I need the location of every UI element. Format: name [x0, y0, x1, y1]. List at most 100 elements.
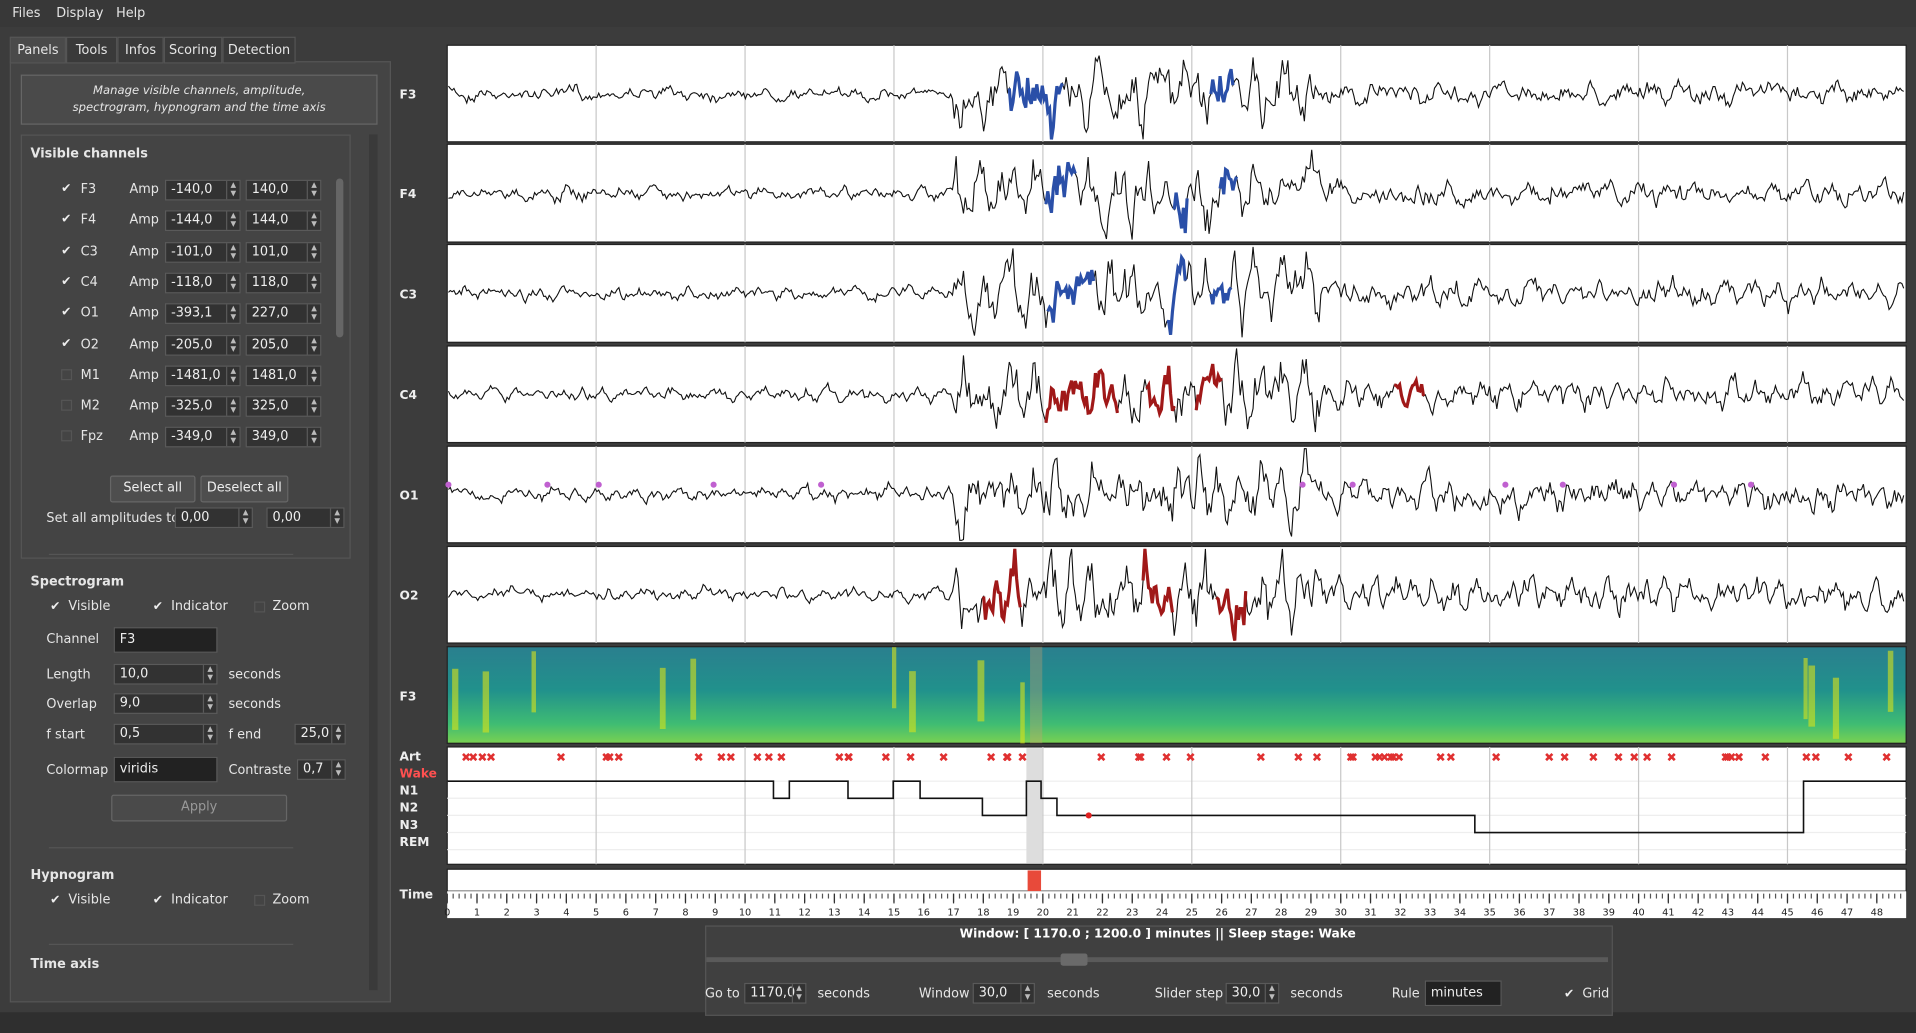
tab[interactable]: Panels: [9, 36, 66, 64]
amp-max[interactable]: 140,0 ▲ ▼: [245, 179, 322, 201]
colormap-select[interactable]: viridis: [113, 756, 218, 783]
checkbox[interactable]: [61, 399, 73, 411]
spin-arrows[interactable]: ▲ ▼: [306, 366, 320, 385]
menu-item[interactable]: Help: [116, 6, 146, 21]
slider-track[interactable]: [706, 957, 1609, 963]
spin-arrows[interactable]: ▲ ▼: [306, 242, 320, 262]
checkbox[interactable]: ✔: [1564, 987, 1575, 1002]
spin-arrows[interactable]: ▲ ▼: [226, 397, 239, 416]
spin-arrows[interactable]: ▲ ▼: [226, 242, 239, 262]
event-dot: [1670, 481, 1678, 488]
checkbox[interactable]: [254, 601, 266, 613]
spin-arrows[interactable]: ▲ ▼: [226, 304, 239, 323]
amp-min[interactable]: -1481,0 ▲ ▼: [164, 365, 241, 387]
artifact-marker: ✖: [764, 751, 774, 765]
goto-input[interactable]: 1170,0 ▲ ▼: [744, 982, 807, 1004]
spin-arrows[interactable]: ▲ ▼: [202, 694, 216, 713]
amp-max[interactable]: 101,0 ▲ ▼: [245, 241, 322, 263]
amp-max[interactable]: 349,0 ▲ ▼: [245, 427, 322, 448]
spin-arrows[interactable]: ▲ ▼: [1020, 984, 1033, 1003]
artifact-marker: ✖: [1666, 751, 1676, 765]
checkbox[interactable]: ✔: [61, 213, 72, 227]
eeg-trace: [447, 55, 1904, 140]
tab[interactable]: Detection: [222, 36, 296, 64]
tab[interactable]: Scoring: [163, 36, 223, 64]
amp-min[interactable]: -393,1 ▲ ▼: [164, 303, 241, 325]
spin-arrows[interactable]: ▲ ▼: [226, 273, 239, 293]
channel-select[interactable]: F3: [113, 627, 218, 653]
checkbox[interactable]: ✔: [152, 893, 163, 908]
spin-arrows[interactable]: ▲ ▼: [238, 508, 251, 527]
tab[interactable]: Tools: [65, 36, 118, 64]
window-input[interactable]: 30,0 ▲ ▼: [972, 982, 1035, 1004]
amp-max[interactable]: 118,0 ▲ ▼: [245, 272, 322, 294]
artifact-marker: ✖: [1136, 751, 1146, 765]
spin-arrows[interactable]: ▲ ▼: [329, 508, 343, 527]
check-label: Grid: [1582, 986, 1610, 1002]
spin-arrows[interactable]: ▲ ▼: [331, 724, 344, 744]
spin-arrows[interactable]: ▲ ▼: [306, 397, 320, 416]
event-highlight: [1172, 192, 1189, 234]
spin-arrows[interactable]: ▲ ▼: [306, 335, 320, 354]
spin-arrows[interactable]: ▲ ▼: [202, 724, 216, 744]
spin-arrows[interactable]: ▲ ▼: [306, 180, 320, 200]
label: Contraste: [228, 762, 292, 778]
checkbox[interactable]: ✔: [61, 336, 72, 351]
spin-arrows[interactable]: ▲ ▼: [226, 428, 239, 447]
artifact-marker: ✖: [844, 751, 854, 765]
fstart-input[interactable]: 0,5 ▲ ▼: [113, 723, 218, 745]
slider-handle[interactable]: [1060, 953, 1088, 966]
amp-max[interactable]: 205,0 ▲ ▼: [245, 334, 322, 356]
spin-arrows[interactable]: ▲ ▼: [306, 211, 320, 231]
step-input[interactable]: 30,0 ▲ ▼: [1225, 982, 1280, 1004]
spin-arrows[interactable]: ▲ ▼: [226, 366, 239, 385]
overlap-input[interactable]: 9,0 ▲ ▼: [113, 693, 218, 714]
spin-arrows[interactable]: ▲ ▼: [791, 984, 805, 1003]
tab[interactable]: Infos: [117, 36, 164, 64]
checkbox[interactable]: ✔: [152, 600, 163, 614]
spin-arrows[interactable]: ▲ ▼: [1264, 984, 1278, 1003]
set-all-max[interactable]: 0,00 ▲ ▼: [266, 507, 345, 529]
checkbox[interactable]: ✔: [50, 893, 61, 908]
amp-min[interactable]: -144,0 ▲ ▼: [164, 210, 241, 232]
length-input[interactable]: 10,0 ▲ ▼: [113, 663, 218, 685]
rule-select[interactable]: minutes: [1424, 980, 1502, 1007]
checkbox[interactable]: [254, 894, 266, 906]
fend-input[interactable]: 25,0 ▲ ▼: [294, 723, 346, 745]
checkbox[interactable]: [61, 430, 73, 442]
spin-arrows[interactable]: ▲ ▼: [226, 211, 239, 231]
spin-arrows[interactable]: ▲ ▼: [202, 665, 216, 684]
separator: [48, 943, 294, 945]
x-tick-label: 39: [1603, 908, 1615, 919]
amp-min[interactable]: -101,0 ▲ ▼: [164, 241, 241, 263]
spin-arrows[interactable]: ▲ ▼: [331, 760, 344, 779]
menu-item[interactable]: Display: [56, 6, 104, 21]
amp-max[interactable]: 144,0 ▲ ▼: [245, 210, 322, 232]
amp-min[interactable]: -325,0 ▲ ▼: [164, 396, 241, 417]
spin-arrows[interactable]: ▲ ▼: [226, 180, 239, 200]
checkbox[interactable]: ✔: [61, 182, 72, 196]
contrast-input[interactable]: 0,7 ▲ ▼: [296, 759, 346, 780]
amp-min[interactable]: -118,0 ▲ ▼: [164, 272, 241, 294]
apply-button[interactable]: Apply: [111, 794, 288, 822]
checkbox[interactable]: ✔: [61, 244, 72, 258]
select-all-button[interactable]: Select all: [109, 475, 196, 503]
spin-arrows[interactable]: ▲ ▼: [306, 304, 320, 323]
checkbox[interactable]: [61, 368, 73, 380]
amp-min[interactable]: -349,0 ▲ ▼: [164, 427, 241, 448]
amp-max[interactable]: 227,0 ▲ ▼: [245, 303, 322, 325]
amp-max[interactable]: 325,0 ▲ ▼: [245, 396, 322, 417]
amp-min[interactable]: -205,0 ▲ ▼: [164, 334, 241, 356]
checkbox[interactable]: ✔: [61, 305, 72, 320]
checkbox[interactable]: ✔: [50, 600, 61, 614]
spin-arrows[interactable]: ▲ ▼: [226, 335, 239, 354]
set-all-min[interactable]: 0,00 ▲ ▼: [174, 507, 253, 529]
amp-max[interactable]: 1481,0 ▲ ▼: [245, 365, 322, 387]
menu-item[interactable]: Files: [12, 6, 41, 21]
spin-arrows[interactable]: ▲ ▼: [306, 273, 320, 293]
checkbox[interactable]: ✔: [61, 274, 72, 289]
amp-min[interactable]: -140,0 ▲ ▼: [164, 179, 241, 201]
spin-arrows[interactable]: ▲ ▼: [306, 428, 320, 447]
deselect-all-button[interactable]: Deselect all: [200, 475, 289, 503]
